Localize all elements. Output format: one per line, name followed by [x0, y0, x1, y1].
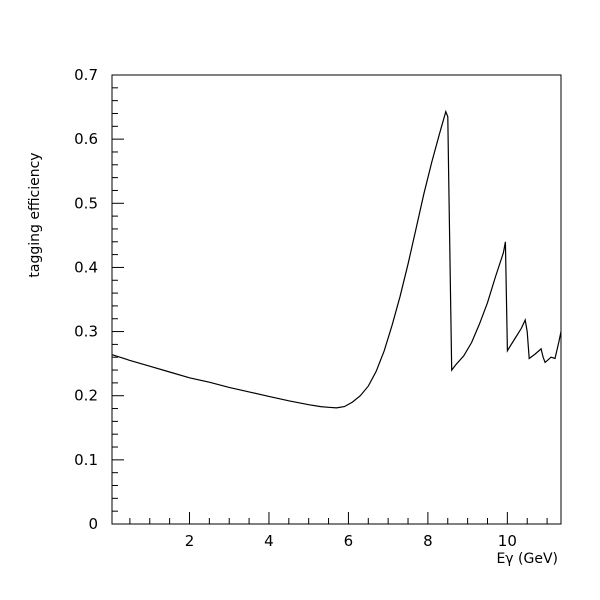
x-tick-label: 2: [185, 532, 195, 550]
tick-marks: [112, 74, 548, 525]
tick-labels: 2 4 6 8 10 0 0.1 0.2 0.3 0.4 0.5 0.6 0.7: [74, 66, 517, 550]
y-tick-label: 0.6: [74, 130, 98, 148]
x-tick-label: 10: [498, 532, 517, 550]
y-tick-label: 0.2: [74, 387, 98, 405]
x-tick-label: 6: [344, 532, 354, 550]
y-tick-label: 0: [88, 515, 98, 533]
y-tick-label: 0.7: [74, 66, 98, 84]
y-axis-label: tagging efficiency: [27, 152, 43, 277]
plot-frame: [111, 74, 562, 525]
efficiency-curve: [111, 109, 562, 409]
y-tick-label: 0.4: [74, 258, 98, 276]
y-tick-label: 0.3: [74, 323, 98, 341]
y-tick-label: 0.1: [74, 451, 98, 469]
x-axis-label: Eγ (GeV): [496, 551, 558, 567]
y-tick-label: 0.5: [74, 194, 98, 212]
x-tick-label: 8: [423, 532, 433, 550]
x-tick-label: 4: [264, 532, 274, 550]
